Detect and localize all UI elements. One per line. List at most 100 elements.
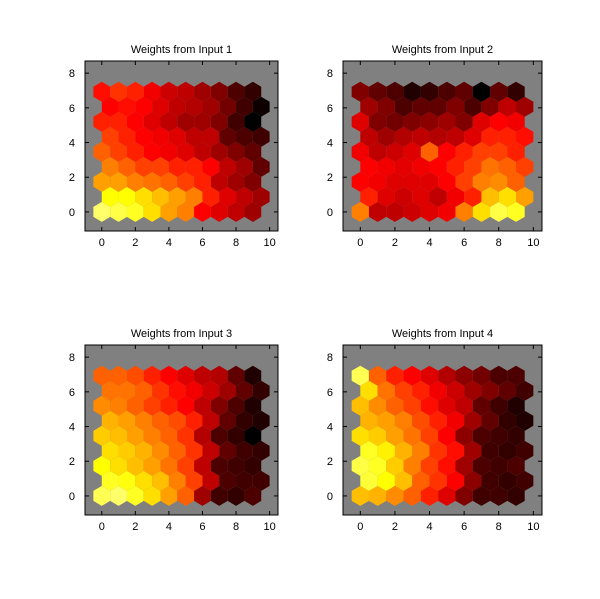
hex-cell [202, 156, 220, 177]
hex-cell [101, 440, 119, 461]
hex-cell [152, 126, 169, 147]
chart-title: Weights from Input 2 [392, 44, 493, 56]
hex-cell [227, 141, 245, 162]
hex-cell [126, 141, 144, 162]
hex-cell [490, 395, 508, 416]
hex-cell [490, 485, 508, 506]
hex-cell [244, 141, 262, 162]
hex-cell [227, 485, 245, 506]
hex-cell [93, 425, 111, 446]
hex-cell [93, 111, 111, 132]
hex-cell [227, 425, 245, 446]
x-tick-label: 10 [263, 237, 275, 249]
hex-cell [210, 141, 228, 162]
hex-cell [360, 470, 378, 491]
hex-cell [464, 96, 482, 117]
hex-cell [126, 485, 144, 506]
y-tick-label: 0 [69, 207, 75, 219]
hex-cell [490, 425, 508, 446]
hex-cell [507, 395, 525, 416]
hex-cell [160, 425, 178, 446]
hex-cell [438, 395, 456, 416]
hex-cell [110, 455, 127, 476]
hex-cell [135, 440, 153, 461]
hex-cell [394, 470, 413, 491]
y-tick-label: 8 [69, 352, 75, 364]
hex-cell [472, 485, 491, 506]
hex-cell [252, 126, 270, 147]
hex-cell [143, 141, 161, 162]
hex-cell [464, 440, 482, 461]
hex-cell [101, 380, 119, 401]
hex-cell [455, 395, 473, 416]
hex-cell [420, 201, 439, 222]
hex-cell [490, 171, 508, 192]
hex-cell [126, 81, 144, 102]
y-tick-label: 2 [69, 172, 75, 184]
hex-cell [360, 126, 378, 147]
hex-cell [118, 96, 136, 117]
hex-cell [227, 111, 245, 132]
hex-cell [481, 440, 499, 461]
y-tick-label: 8 [327, 68, 333, 80]
hex-cell [168, 470, 186, 491]
hex-cell [516, 380, 534, 401]
hex-cell [403, 365, 421, 386]
hex-cell [516, 410, 534, 431]
hex-cell [118, 410, 136, 431]
hex-cell [429, 470, 447, 491]
hex-cell [177, 201, 195, 222]
hex-cell [438, 425, 456, 446]
hex-cell [135, 186, 153, 207]
hex-cell [507, 111, 525, 132]
hex-cell [420, 425, 439, 446]
hex-cell [490, 81, 508, 102]
hex-cell [194, 111, 211, 132]
hex-cell [472, 141, 491, 162]
hex-cell [472, 201, 491, 222]
hex-cell [481, 186, 499, 207]
hex-cell [143, 111, 161, 132]
hex-cell [455, 111, 473, 132]
hex-cell [498, 156, 517, 177]
y-tick-label: 4 [69, 422, 75, 434]
hex-cell [446, 126, 465, 147]
hex-cell [481, 380, 499, 401]
hex-cell [351, 425, 369, 446]
hex-cell [507, 201, 525, 222]
hex-cell [152, 186, 169, 207]
hex-cell [244, 81, 262, 102]
hex-cell [152, 410, 169, 431]
hex-cell [412, 470, 430, 491]
hex-cell [185, 156, 203, 177]
x-tick-label: 2 [392, 521, 398, 533]
hex-cell [168, 440, 186, 461]
hex-cell [110, 395, 127, 416]
hex-cell [118, 380, 136, 401]
hex-cell [386, 111, 404, 132]
hex-cell [446, 186, 465, 207]
x-tick-label: 4 [166, 237, 172, 249]
hex-cell [160, 201, 178, 222]
hex-cell [481, 156, 499, 177]
hex-cell [403, 425, 421, 446]
hex-cell [210, 455, 228, 476]
hex-cell [110, 425, 127, 446]
hex-cell [516, 440, 534, 461]
hex-cell [472, 171, 491, 192]
hex-cell [143, 485, 161, 506]
y-tick-label: 6 [69, 103, 75, 115]
hex-cell [464, 186, 482, 207]
hex-cell [135, 410, 153, 431]
hex-cell [438, 171, 456, 192]
hex-cell [368, 141, 387, 162]
hex-cell [351, 485, 369, 506]
hex-cell [377, 186, 395, 207]
hex-cell [516, 156, 534, 177]
hex-cell [438, 455, 456, 476]
hex-cell [126, 455, 144, 476]
hex-cell [403, 201, 421, 222]
hex-cell [210, 81, 228, 102]
hex-cell [118, 186, 136, 207]
hex-cell [360, 440, 378, 461]
